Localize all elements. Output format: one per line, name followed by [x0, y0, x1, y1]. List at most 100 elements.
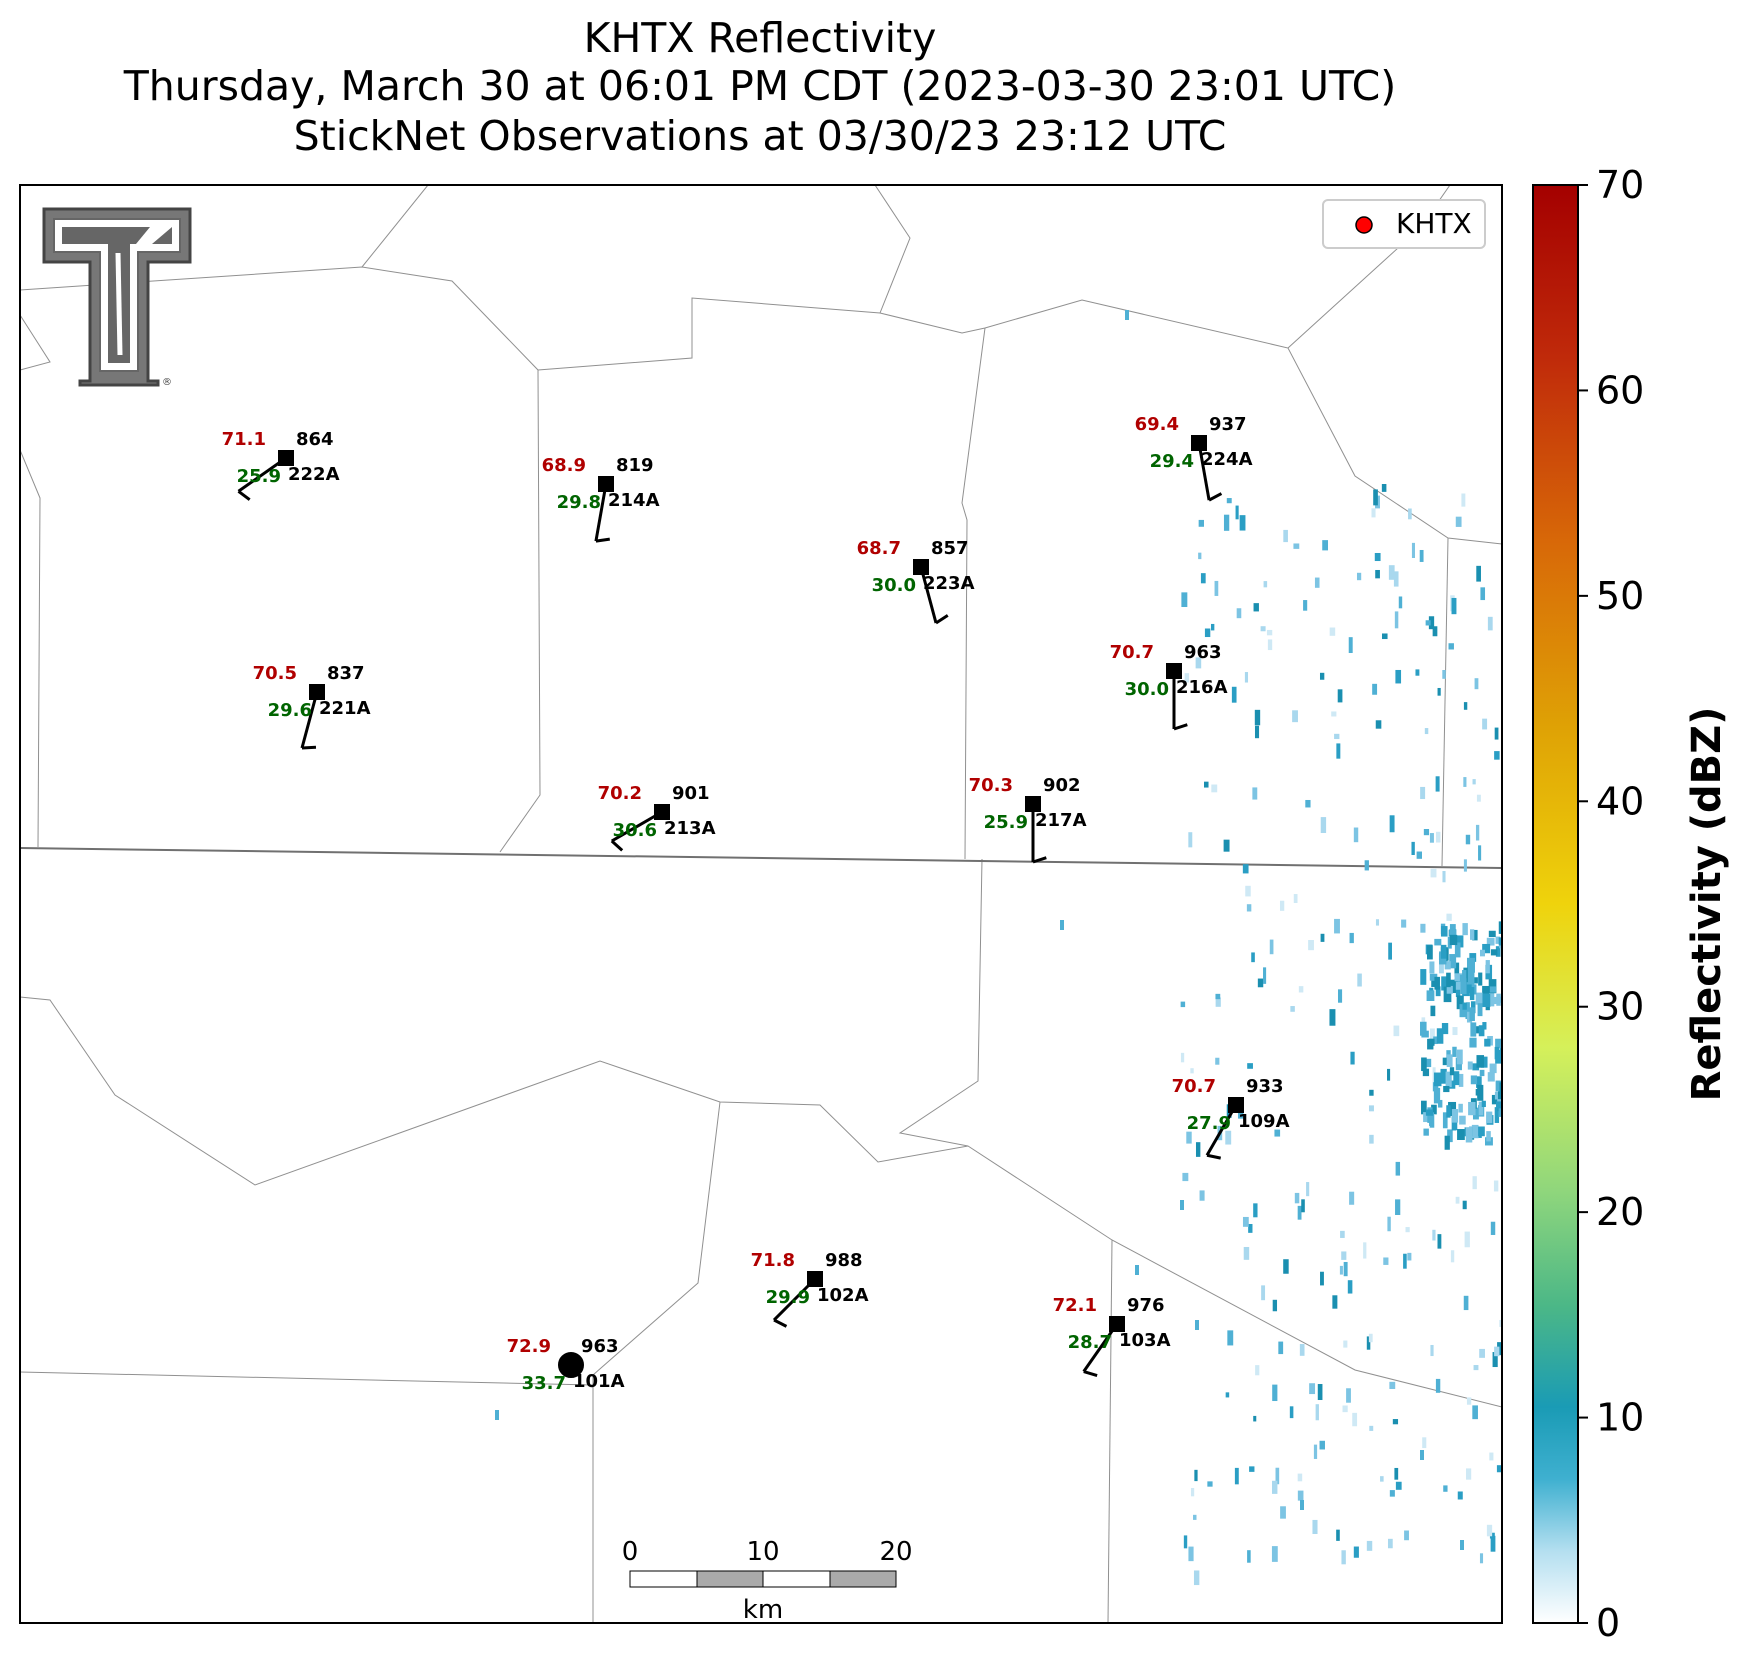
scale-label-10: 10 — [746, 1537, 779, 1567]
reflectivity-cell — [1214, 580, 1219, 596]
reflectivity-cell — [1430, 868, 1437, 878]
reflectivity-cell — [1337, 689, 1343, 703]
reflectivity-cell — [1135, 1265, 1139, 1275]
reflectivity-cell — [1497, 1094, 1502, 1106]
reflectivity-cell — [1254, 725, 1260, 739]
reflectivity-cell — [1447, 1129, 1453, 1143]
svg-text:®: ® — [162, 377, 172, 388]
reflectivity-cell — [1271, 1480, 1278, 1494]
reflectivity-cell — [1446, 972, 1451, 988]
station-id: 214A — [608, 490, 660, 511]
station-id: 217A — [1035, 810, 1087, 831]
wind-barb-flag — [1173, 723, 1188, 731]
station-dewpoint: 29.4 — [1150, 451, 1194, 472]
reflectivity-cell — [1469, 1037, 1477, 1048]
reflectivity-cell — [1348, 637, 1353, 654]
reflectivity-cell — [1446, 913, 1452, 921]
colorbar-tick-label: 40 — [1596, 779, 1644, 823]
reflectivity-cell — [1253, 1415, 1257, 1422]
reflectivity-cell — [1389, 1490, 1395, 1497]
station-id: 216A — [1176, 677, 1228, 698]
reflectivity-cell — [1482, 1022, 1487, 1030]
reflectivity-cell — [1383, 1257, 1389, 1265]
reflectivity-cell — [1426, 990, 1435, 1001]
wind-barb-shaft — [594, 483, 608, 542]
reflectivity-cell — [1195, 1320, 1199, 1330]
reflectivity-cell — [1234, 1467, 1239, 1485]
station-marker — [1025, 796, 1041, 812]
wind-barb-flag — [1032, 856, 1047, 864]
reflectivity-cell — [1253, 603, 1259, 612]
station-id: 222A — [288, 464, 340, 485]
reflectivity-cell — [1180, 1200, 1184, 1210]
state-boundary — [19, 847, 1503, 869]
reflectivity-cell — [1242, 1216, 1249, 1227]
reflectivity-cell — [1459, 1115, 1466, 1125]
reflectivity-cell — [1319, 1440, 1325, 1450]
reflectivity-cell — [1490, 1221, 1496, 1235]
reflectivity-cell — [1422, 1437, 1427, 1449]
station-marker — [1191, 435, 1207, 451]
reflectivity-cell — [1303, 600, 1308, 611]
legend-box — [1322, 199, 1486, 249]
reflectivity-cell — [1456, 935, 1464, 948]
station-temp: 70.5 — [253, 663, 297, 684]
station-109A: 70.7 933 27.9 109A — [1172, 1076, 1290, 1160]
station-id: 102A — [817, 1285, 869, 1306]
reflectivity-cell — [1478, 845, 1482, 861]
reflectivity-cell — [1247, 1063, 1253, 1069]
reflectivity-cell — [1342, 1405, 1348, 1413]
reflectivity-cell — [1419, 549, 1424, 562]
reflectivity-cell — [1261, 1285, 1266, 1301]
reflectivity-cell — [1320, 817, 1327, 834]
scale-unit: km — [743, 1595, 783, 1625]
reflectivity-cell — [1465, 1468, 1472, 1480]
reflectivity-cell — [1498, 921, 1502, 934]
reflectivity-cell — [1180, 1052, 1185, 1063]
reflectivity-cell — [1432, 1229, 1436, 1241]
reflectivity-cell — [1492, 996, 1498, 1005]
reflectivity-cell — [1368, 1333, 1373, 1343]
wind-barb-shaft — [1205, 1104, 1238, 1156]
reflectivity-cell — [1395, 1161, 1401, 1176]
reflectivity-cell — [1125, 310, 1129, 320]
colorbar: 0 10 20 30 40 50 60 70 Reflectivity (dBZ) — [1532, 163, 1730, 1645]
colorbar-gradient — [1532, 184, 1579, 1624]
reflectivity-cell — [1470, 1022, 1477, 1037]
wind-barb-flag — [610, 839, 624, 852]
reflectivity-cell — [1350, 1051, 1355, 1065]
reflectivity-cell — [1319, 672, 1325, 680]
reflectivity-cell — [1395, 1481, 1402, 1490]
reflectivity-cell — [1274, 1129, 1281, 1137]
reflectivity-cell — [1387, 1538, 1393, 1549]
reflectivity-cell — [1389, 1381, 1396, 1389]
legend: KHTX — [1322, 199, 1486, 249]
reflectivity-cell — [1433, 1072, 1442, 1087]
reflectivity-cell — [1375, 569, 1380, 579]
reflectivity-cell — [1473, 1026, 1480, 1034]
reflectivity-cell — [1486, 1111, 1493, 1124]
reflectivity-cell — [1423, 828, 1430, 836]
reflectivity-cell — [1407, 1252, 1412, 1261]
title-line-1: KHTX Reflectivity — [583, 14, 937, 62]
reflectivity-cell — [1440, 1068, 1447, 1084]
reflectivity-cell — [1441, 1023, 1449, 1035]
station-dewpoint: 33.7 — [522, 1373, 566, 1394]
reflectivity-cell — [1366, 1540, 1373, 1551]
reflectivity-cell — [1226, 498, 1232, 504]
reflectivity-cell — [1452, 1046, 1457, 1057]
reflectivity-cell — [1432, 1082, 1439, 1092]
station-dewpoint: 30.0 — [1125, 679, 1169, 700]
station-pressure: 902 — [1043, 775, 1081, 796]
station-temp: 70.2 — [598, 783, 642, 804]
map-frame — [19, 184, 1503, 1624]
wind-barb-shaft — [300, 691, 319, 749]
reflectivity-cell — [1466, 1397, 1472, 1405]
reflectivity-cell — [1455, 516, 1462, 527]
reflectivity-cell — [1389, 815, 1395, 833]
reflectivity-cell — [1320, 1271, 1324, 1286]
reflectivity-cell — [1453, 1071, 1460, 1086]
reflectivity-cell — [1449, 954, 1457, 969]
reflectivity-cell — [1433, 1087, 1441, 1104]
reflectivity-cell — [1252, 787, 1258, 800]
